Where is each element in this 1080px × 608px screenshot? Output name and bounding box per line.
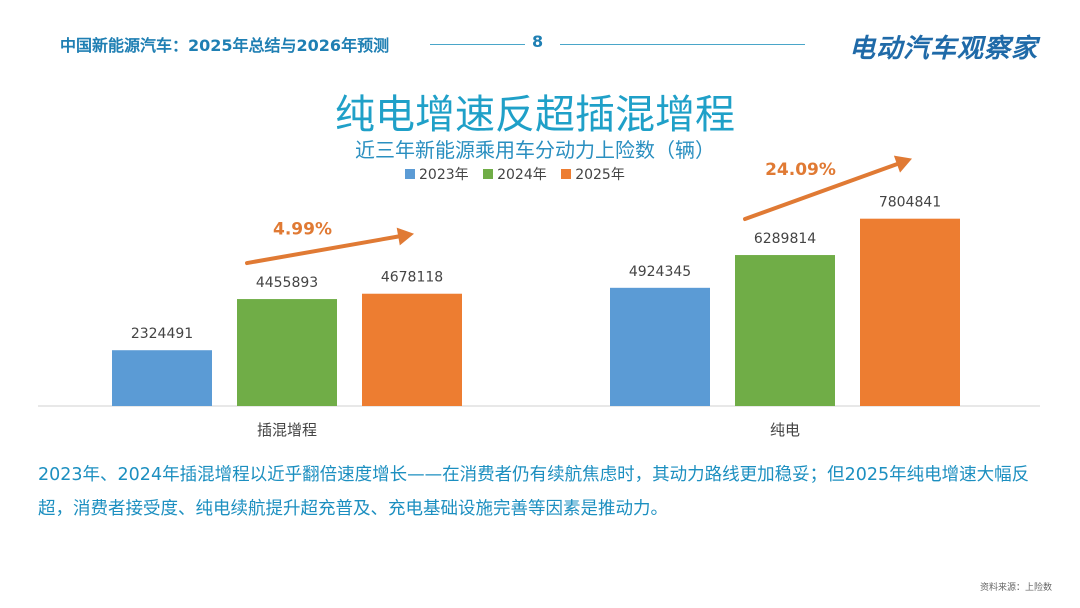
category-tick-label: 纯电 <box>770 421 800 439</box>
page-number: 8 <box>532 32 544 51</box>
slide-title: 纯电增速反超插混增程 <box>335 92 735 138</box>
bar-2025-1 <box>860 218 960 406</box>
category-tick-label: 插混增程 <box>257 421 317 439</box>
bar-2025-0 <box>362 293 462 406</box>
growth-arrow-head <box>893 155 912 173</box>
chart-subtitle: 近三年新能源乘用车分动力上险数（辆） <box>355 138 715 162</box>
legend-item-2025: 2025年 <box>561 164 625 184</box>
growth-arrow-line <box>245 234 401 266</box>
legend-label: 2025年 <box>575 167 625 183</box>
brand-logo: 电动汽车观察家 <box>848 34 1038 64</box>
bar-2023-1 <box>610 287 710 406</box>
growth-arrow-line <box>743 162 899 222</box>
legend-swatch <box>561 169 572 179</box>
data-label: 2324491 <box>131 326 193 342</box>
chart-legend: 2023年 2024年 2025年 <box>405 164 635 184</box>
bar-2024-0 <box>237 299 337 406</box>
data-label: 4455893 <box>256 275 318 291</box>
header-title: 中国新能源汽车：2025年总结与2026年预测 <box>60 36 390 55</box>
source-note: 资料来源：上险数 <box>979 583 1052 593</box>
data-label: 4678118 <box>381 270 443 286</box>
bar-2024-1 <box>735 255 835 406</box>
legend-swatch <box>405 169 415 179</box>
growth-arrow-head <box>396 227 414 246</box>
header-divider-left <box>430 44 525 45</box>
legend-item-2024: 2024年 <box>483 164 547 184</box>
legend-swatch <box>483 169 494 179</box>
header-divider-right <box>560 44 805 45</box>
bar-2023-0 <box>112 350 212 406</box>
legend-item-2023: 2023年 <box>405 164 469 184</box>
slide-description: 2023年、2024年插混增程以近乎翻倍速度增长——在消费者仍有续航焦虑时，其动… <box>38 465 1030 519</box>
data-label: 7804841 <box>879 195 941 211</box>
slide-header: 中国新能源汽车：2025年总结与2026年预测 8 电动汽车观察家 <box>0 0 1080 80</box>
data-label: 6289814 <box>754 231 816 247</box>
growth-rate-label: 24.09% <box>765 160 836 180</box>
data-label: 4924345 <box>629 264 691 280</box>
growth-rate-label: 4.99% <box>273 219 332 239</box>
legend-label: 2023年 <box>419 167 469 183</box>
bar-chart: 2324491 4455893 4678118 插混增程 4.99% 4924345 628… <box>38 155 1040 439</box>
legend-label: 2024年 <box>497 167 547 183</box>
